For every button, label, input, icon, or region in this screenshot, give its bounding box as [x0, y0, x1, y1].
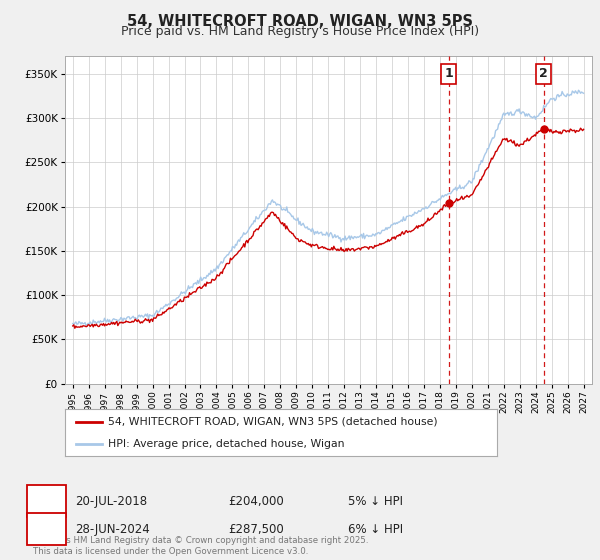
Text: HPI: Average price, detached house, Wigan: HPI: Average price, detached house, Wiga…: [108, 438, 344, 449]
Text: 28-JUN-2024: 28-JUN-2024: [75, 522, 150, 536]
Text: £287,500: £287,500: [228, 522, 284, 536]
Text: 1: 1: [43, 494, 51, 508]
Text: Price paid vs. HM Land Registry's House Price Index (HPI): Price paid vs. HM Land Registry's House …: [121, 25, 479, 38]
Text: 20-JUL-2018: 20-JUL-2018: [75, 494, 147, 508]
Text: 1: 1: [444, 67, 453, 81]
Text: 2: 2: [539, 67, 548, 81]
Text: Contains HM Land Registry data © Crown copyright and database right 2025.
This d: Contains HM Land Registry data © Crown c…: [33, 536, 368, 556]
Text: 6% ↓ HPI: 6% ↓ HPI: [348, 522, 403, 536]
Text: 54, WHITECROFT ROAD, WIGAN, WN3 5PS: 54, WHITECROFT ROAD, WIGAN, WN3 5PS: [127, 14, 473, 29]
Text: 54, WHITECROFT ROAD, WIGAN, WN3 5PS (detached house): 54, WHITECROFT ROAD, WIGAN, WN3 5PS (det…: [108, 417, 437, 427]
Text: 2: 2: [43, 522, 51, 536]
Text: £204,000: £204,000: [228, 494, 284, 508]
Text: 5% ↓ HPI: 5% ↓ HPI: [348, 494, 403, 508]
